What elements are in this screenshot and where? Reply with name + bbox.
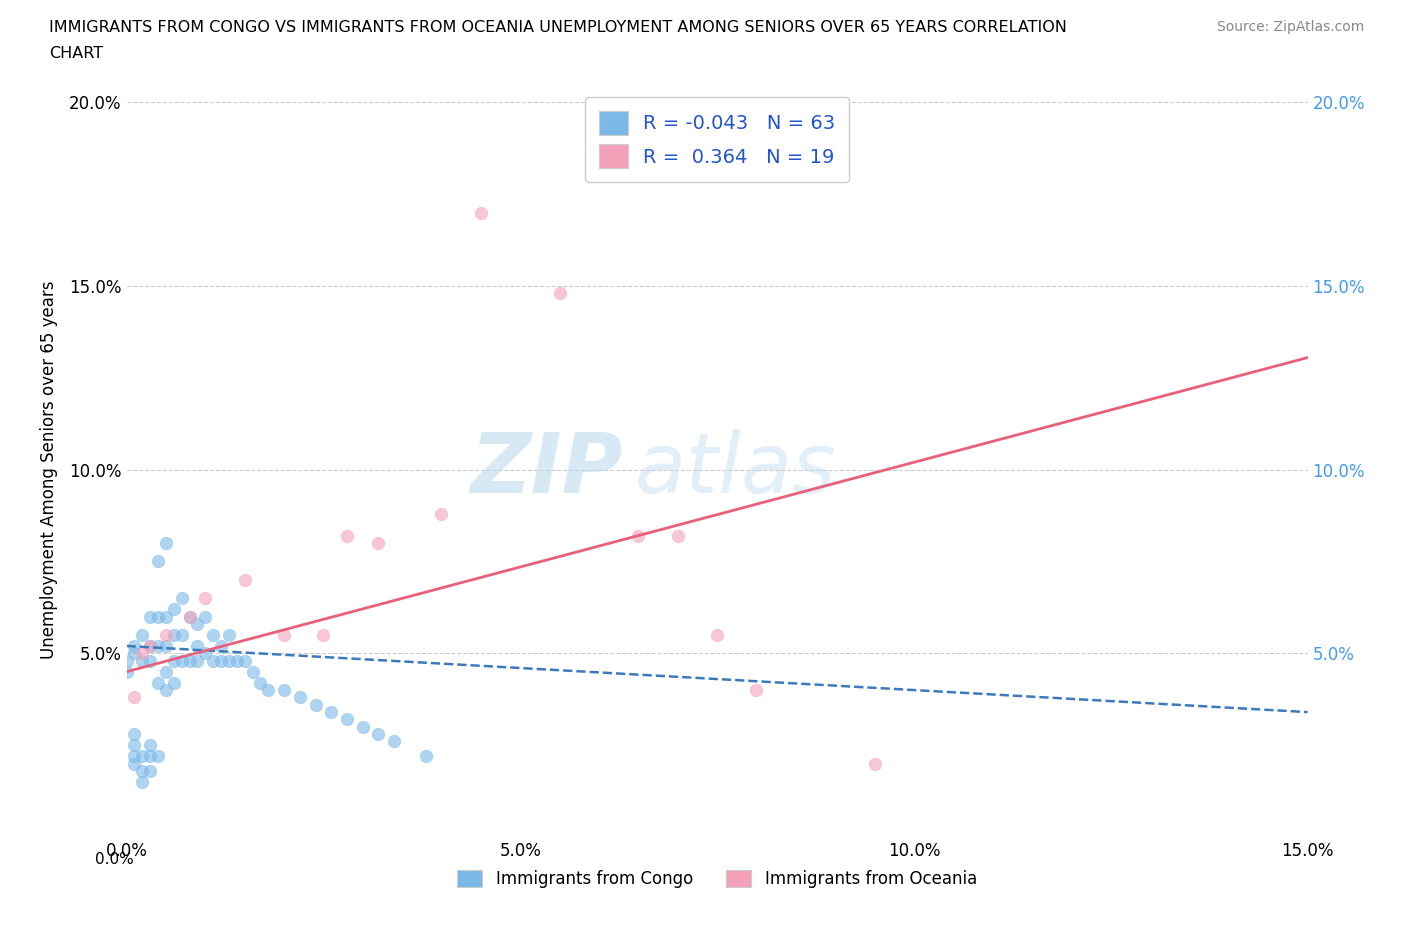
Text: IMMIGRANTS FROM CONGO VS IMMIGRANTS FROM OCEANIA UNEMPLOYMENT AMONG SENIORS OVER: IMMIGRANTS FROM CONGO VS IMMIGRANTS FROM… xyxy=(49,20,1067,35)
Point xyxy=(367,726,389,741)
Point xyxy=(155,639,177,654)
Point xyxy=(139,749,162,764)
Point xyxy=(131,628,153,643)
Point xyxy=(249,675,271,690)
Text: Source: ZipAtlas.com: Source: ZipAtlas.com xyxy=(1216,20,1364,34)
Point xyxy=(170,653,193,668)
Point xyxy=(146,554,169,569)
Point xyxy=(179,609,201,624)
Point xyxy=(273,683,295,698)
Point xyxy=(155,683,177,698)
Point xyxy=(124,726,146,741)
Point xyxy=(139,653,162,668)
Point xyxy=(124,645,146,660)
Point xyxy=(124,737,146,752)
Point xyxy=(194,591,217,605)
Point xyxy=(186,617,208,631)
Point xyxy=(233,572,256,588)
Point xyxy=(131,749,153,764)
Text: 0.0%: 0.0% xyxy=(96,852,134,867)
Point xyxy=(131,775,153,790)
Point xyxy=(352,720,374,735)
Point xyxy=(146,675,169,690)
Point xyxy=(131,764,153,778)
Point xyxy=(233,653,256,668)
Point xyxy=(321,705,343,720)
Point xyxy=(257,683,280,698)
Point xyxy=(209,653,232,668)
Point xyxy=(170,591,193,605)
Point xyxy=(336,712,359,727)
Point xyxy=(218,628,240,643)
Point xyxy=(139,639,162,654)
Point xyxy=(155,664,177,679)
Point xyxy=(155,609,177,624)
Point xyxy=(170,628,193,643)
Point xyxy=(202,653,225,668)
Point xyxy=(155,628,177,643)
Point xyxy=(146,609,169,624)
Point xyxy=(367,536,389,551)
Point xyxy=(186,653,208,668)
Legend: Immigrants from Congo, Immigrants from Oceania: Immigrants from Congo, Immigrants from O… xyxy=(451,863,983,895)
Point xyxy=(706,628,728,643)
Point xyxy=(163,675,186,690)
Point xyxy=(146,639,169,654)
Point xyxy=(470,205,492,219)
Point xyxy=(163,653,186,668)
Point xyxy=(124,756,146,771)
Point xyxy=(548,286,571,300)
Point xyxy=(430,506,453,521)
Point xyxy=(273,628,295,643)
Point xyxy=(155,536,177,551)
Point xyxy=(139,764,162,778)
Point xyxy=(242,664,264,679)
Point xyxy=(124,749,146,764)
Point xyxy=(124,639,146,654)
Point xyxy=(225,653,247,668)
Point xyxy=(336,528,359,543)
Point xyxy=(131,653,153,668)
Point xyxy=(627,528,650,543)
Point xyxy=(202,628,225,643)
Y-axis label: Unemployment Among Seniors over 65 years: Unemployment Among Seniors over 65 years xyxy=(39,281,58,658)
Text: CHART: CHART xyxy=(49,46,103,61)
Text: atlas: atlas xyxy=(634,429,837,511)
Point xyxy=(179,653,201,668)
Point xyxy=(745,683,768,698)
Point xyxy=(312,628,335,643)
Point xyxy=(179,609,201,624)
Point xyxy=(218,653,240,668)
Point xyxy=(115,664,138,679)
Point xyxy=(304,698,326,712)
Point xyxy=(194,609,217,624)
Point xyxy=(186,639,208,654)
Point xyxy=(139,737,162,752)
Point xyxy=(863,756,886,771)
Point xyxy=(415,749,437,764)
Point xyxy=(131,645,153,660)
Point xyxy=(209,639,232,654)
Point xyxy=(194,645,217,660)
Text: ZIP: ZIP xyxy=(470,429,623,511)
Point xyxy=(146,749,169,764)
Point xyxy=(666,528,689,543)
Point xyxy=(124,690,146,705)
Point xyxy=(139,639,162,654)
Point xyxy=(163,602,186,617)
Point xyxy=(163,628,186,643)
Point xyxy=(288,690,311,705)
Point xyxy=(382,734,405,749)
Point xyxy=(139,609,162,624)
Point xyxy=(115,653,138,668)
